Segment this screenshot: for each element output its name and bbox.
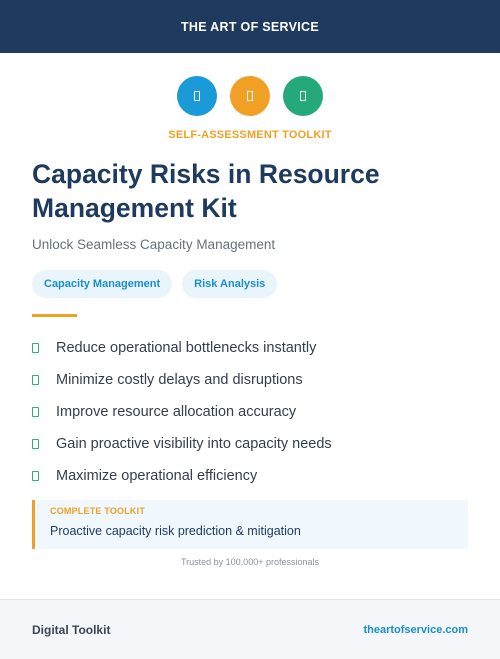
clipboard-icon	[230, 76, 270, 116]
subtitle: Unlock Seamless Capacity Management	[32, 237, 276, 252]
list-item: Minimize costly delays and disruptions	[32, 364, 332, 396]
checklist-icon	[283, 76, 323, 116]
accent-divider	[32, 314, 77, 317]
check-icon	[32, 439, 39, 449]
benefit-text: Gain proactive visibility into capacity …	[56, 436, 332, 452]
check-icon	[32, 375, 39, 385]
list-item: Maximize operational efficiency	[32, 460, 332, 492]
check-icon	[32, 471, 39, 481]
footer-label: Digital Toolkit	[32, 622, 111, 637]
icon-row	[0, 76, 500, 116]
footer-bar: Digital Toolkit theartofservice.com	[0, 599, 500, 659]
website-link[interactable]: theartofservice.com	[363, 623, 468, 636]
tag-list: Capacity Management Risk Analysis	[32, 270, 278, 298]
brand-name: THE ART OF SERVICE	[180, 19, 320, 34]
list-item: Improve resource allocation accuracy	[32, 396, 332, 428]
kicker-label: SELF-ASSESSMENT TOOLKIT	[168, 129, 332, 141]
check-icon	[32, 407, 39, 417]
benefit-text: Minimize costly delays and disruptions	[56, 372, 303, 388]
list-item: Gain proactive visibility into capacity …	[32, 428, 332, 460]
list-item: Reduce operational bottlenecks instantly	[32, 332, 332, 364]
document-icon	[177, 76, 217, 116]
tag-capacity-management[interactable]: Capacity Management	[32, 270, 173, 298]
benefit-text: Maximize operational efficiency	[56, 468, 258, 484]
callout-text: Proactive capacity risk prediction & mit…	[50, 524, 301, 538]
tag-risk-analysis[interactable]: Risk Analysis	[182, 270, 278, 298]
trusted-note: Trusted by 100,000+ professionals	[180, 557, 319, 567]
callout-label: COMPLETE TOOLKIT	[50, 506, 146, 516]
benefit-list: Reduce operational bottlenecks instantly…	[32, 332, 332, 492]
toolkit-callout: COMPLETE TOOLKIT Proactive capacity risk…	[32, 500, 468, 549]
check-icon	[32, 343, 39, 353]
benefit-text: Improve resource allocation accuracy	[56, 404, 297, 420]
benefit-text: Reduce operational bottlenecks instantly	[56, 340, 317, 356]
page-title: Capacity Risks in Resource Management Ki…	[32, 159, 380, 223]
header-bar: THE ART OF SERVICE	[0, 0, 500, 53]
